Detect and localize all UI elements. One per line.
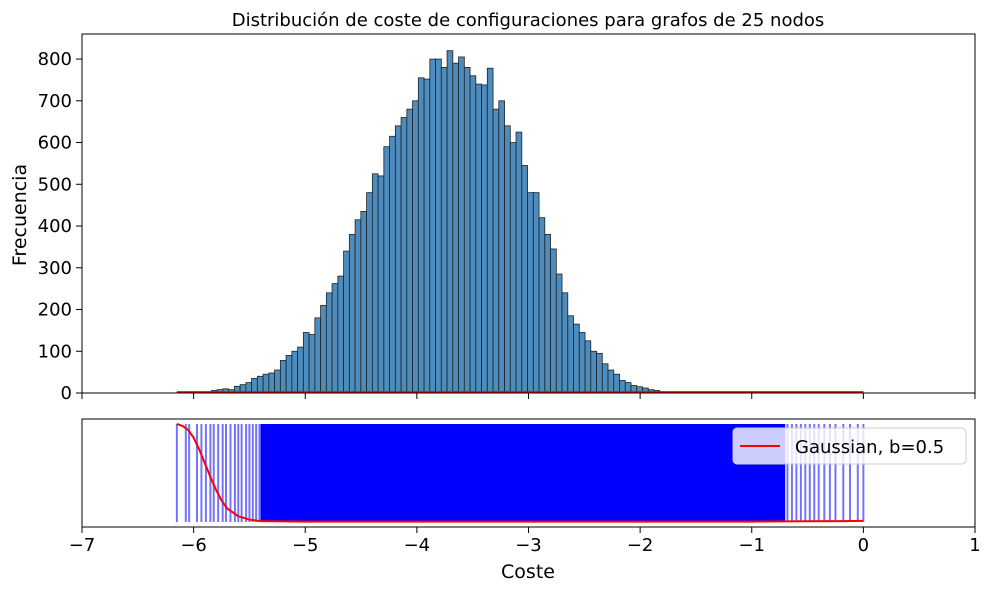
histogram-bar: [395, 126, 401, 393]
x-tick-label: −3: [515, 535, 542, 556]
histogram-bar: [309, 335, 315, 393]
histogram-bar: [430, 59, 436, 393]
histogram-bar: [568, 316, 574, 393]
histogram-bar: [470, 76, 476, 393]
x-ticks: −7 −6 −5 −4 −3 −2 −1 0 1: [69, 527, 981, 556]
histogram-bar: [280, 360, 286, 393]
histogram-bar: [441, 67, 447, 393]
y-tick-label: 700: [38, 91, 72, 112]
histogram-bar: [579, 332, 585, 393]
histogram-bar: [551, 249, 557, 393]
histogram-bar: [556, 274, 562, 393]
histogram-bar: [539, 218, 545, 393]
x-axis-label: Coste: [501, 561, 555, 583]
histogram-bar: [493, 109, 499, 393]
histogram-bar: [528, 193, 534, 393]
y-tick-label: 400: [38, 216, 72, 237]
histogram-bar: [499, 101, 505, 393]
histogram-bar: [464, 67, 470, 393]
histogram-bar: [459, 57, 465, 393]
legend-label: Gaussian, b=0.5: [795, 437, 944, 458]
x-tick-label: −7: [69, 535, 96, 556]
histogram-bar: [620, 380, 626, 393]
histogram-bar: [275, 370, 281, 393]
histogram-bar: [574, 324, 580, 393]
y-tick-label: 500: [38, 174, 72, 195]
rug-panel: −7 −6 −5 −4 −3 −2 −1 0 1 Coste Gaussian, b=0.5: [69, 419, 981, 583]
histogram-x-ticks: [82, 393, 975, 399]
x-tick-label: −5: [292, 535, 319, 556]
histogram-bar: [602, 364, 608, 393]
histogram-bar: [378, 176, 384, 393]
y-tick-label: 200: [38, 300, 72, 321]
histogram-bar: [424, 79, 430, 393]
x-tick-label: 0: [858, 535, 869, 556]
histogram-bar: [516, 132, 522, 393]
x-tick-label: 1: [969, 535, 980, 556]
histogram-bar: [286, 355, 292, 393]
histogram-bar: [545, 234, 551, 393]
histogram-bar: [413, 101, 419, 393]
histogram-bar: [332, 284, 338, 393]
histogram-bar: [614, 374, 620, 393]
histogram-bar: [315, 318, 321, 393]
histogram-bar: [292, 351, 298, 393]
y-tick-label: 100: [38, 341, 72, 362]
chart-title: Distribución de coste de configuraciones…: [232, 10, 825, 31]
histogram-bar: [326, 293, 332, 393]
y-tick-label: 600: [38, 133, 72, 154]
histogram-bar: [585, 341, 591, 393]
y-tick-label: 300: [38, 258, 72, 279]
histogram-bar: [257, 376, 263, 393]
histogram-bar: [355, 220, 361, 393]
histogram-bar: [344, 251, 350, 393]
histogram-bars: [177, 51, 717, 393]
legend: Gaussian, b=0.5: [733, 428, 966, 464]
histogram-bar: [608, 370, 614, 393]
histogram-bar: [476, 84, 482, 393]
histogram-bar: [384, 147, 390, 393]
histogram-bar: [361, 211, 367, 393]
histogram-bar: [505, 126, 511, 393]
histogram-bar: [447, 51, 453, 393]
histogram-bar: [303, 332, 309, 393]
histogram-bar: [372, 174, 378, 393]
x-tick-label: −4: [404, 535, 431, 556]
histogram-bar: [401, 117, 407, 393]
x-tick-label: −6: [180, 535, 207, 556]
histogram-bar: [407, 109, 413, 393]
histogram-bar: [298, 347, 304, 393]
histogram-bar: [436, 59, 442, 393]
histogram-bar: [390, 136, 396, 393]
x-tick-label: −1: [738, 535, 765, 556]
histogram-bar: [562, 293, 568, 393]
histogram-bar: [597, 353, 603, 393]
histogram-bar: [252, 378, 258, 393]
histogram-bar: [487, 68, 493, 393]
histogram-bar: [510, 143, 516, 393]
histogram-bar: [349, 234, 355, 393]
histogram-bar: [338, 276, 344, 393]
histogram-bar: [533, 193, 539, 393]
y-tick-label: 0: [61, 383, 72, 404]
histogram-bar: [418, 78, 424, 393]
histogram-bar: [321, 305, 327, 393]
histogram-bar: [453, 63, 459, 393]
y-tick-label: 800: [38, 49, 72, 70]
rug-dense-block: [261, 424, 786, 522]
histogram-bar: [482, 85, 488, 393]
y-axis-label: Frecuencia: [9, 164, 31, 266]
x-tick-label: −2: [627, 535, 654, 556]
histogram-y-ticks: 0 100 200 300 400 500 600 700 800: [38, 49, 82, 404]
histogram-bar: [269, 373, 275, 393]
histogram-panel: Distribución de coste de configuraciones…: [9, 10, 975, 404]
histogram-bar: [522, 165, 528, 393]
histogram-bar: [263, 374, 269, 393]
histogram-bar: [367, 193, 373, 393]
histogram-bar: [591, 351, 597, 393]
